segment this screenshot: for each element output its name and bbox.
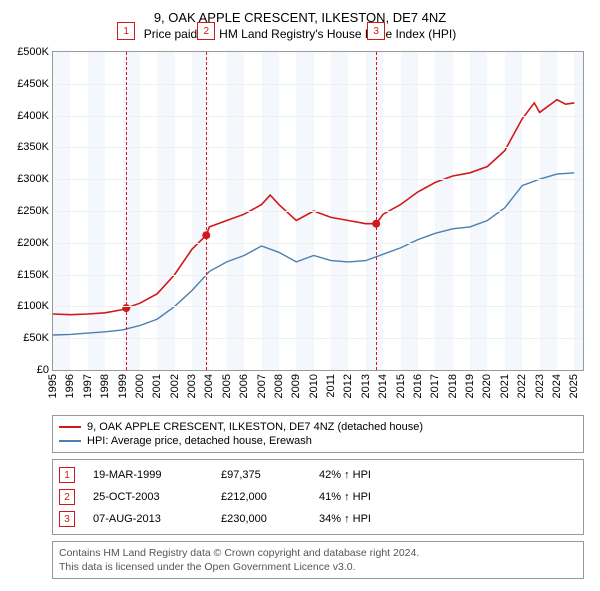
x-tick-label: 2023	[534, 374, 546, 398]
x-tick-label: 1995	[47, 374, 59, 398]
transaction-price: £212,000	[221, 491, 301, 503]
y-tick-label: £400K	[17, 110, 49, 122]
transaction-marker-box: 3	[367, 22, 385, 40]
x-tick-label: 2014	[377, 374, 389, 398]
x-tick-label: 2024	[551, 374, 563, 398]
transactions-box: 1 19-MAR-1999 £97,375 42% ↑ HPI 2 25-OCT-2003…	[52, 459, 584, 535]
x-tick-label: 2017	[429, 374, 441, 398]
x-tick-label: 2025	[568, 374, 580, 398]
attribution-footer: Contains HM Land Registry data © Crown c…	[52, 541, 584, 579]
x-tick-label: 2011	[325, 374, 337, 398]
transaction-date: 25-OCT-2003	[93, 491, 203, 503]
legend-item: 9, OAK APPLE CRESCENT, ILKESTON, DE7 4NZ…	[59, 420, 577, 434]
x-tick-label: 2016	[412, 374, 424, 398]
x-tick-label: 2009	[290, 374, 302, 398]
legend-swatch	[59, 440, 81, 442]
gridline	[53, 84, 583, 85]
gridline	[53, 116, 583, 117]
transaction-pct: 42% ↑ HPI	[319, 469, 399, 481]
x-tick-label: 2000	[134, 374, 146, 398]
x-tick-label: 2007	[256, 374, 268, 398]
legend-label: 9, OAK APPLE CRESCENT, ILKESTON, DE7 4NZ…	[87, 421, 423, 433]
y-tick-label: £350K	[17, 141, 49, 153]
x-tick-label: 2015	[395, 374, 407, 398]
x-tick-label: 2008	[273, 374, 285, 398]
y-tick-label: £100K	[17, 300, 49, 312]
x-tick-label: 2001	[151, 374, 163, 398]
transaction-marker-line	[126, 52, 127, 370]
legend-item: HPI: Average price, detached house, Erew…	[59, 434, 577, 448]
x-tick-label: 1997	[82, 374, 94, 398]
series-hpi	[53, 173, 574, 335]
y-tick-label: £300K	[17, 173, 49, 185]
transaction-row: 1 19-MAR-1999 £97,375 42% ↑ HPI	[59, 464, 577, 486]
y-tick-label: £50K	[23, 332, 49, 344]
x-tick-label: 2010	[308, 374, 320, 398]
y-tick-label: £500K	[17, 46, 49, 58]
x-tick-label: 2022	[516, 374, 528, 398]
x-tick-label: 2013	[360, 374, 372, 398]
x-tick-label: 1998	[99, 374, 111, 398]
legend-label: HPI: Average price, detached house, Erew…	[87, 435, 312, 447]
transaction-pct: 41% ↑ HPI	[319, 491, 399, 503]
x-tick-label: 2003	[186, 374, 198, 398]
transaction-marker-line	[376, 52, 377, 370]
x-tick-label: 2019	[464, 374, 476, 398]
y-tick-label: £200K	[17, 237, 49, 249]
gridline	[53, 275, 583, 276]
transaction-pct: 34% ↑ HPI	[319, 513, 399, 525]
footer-line: Contains HM Land Registry data © Crown c…	[59, 546, 577, 560]
x-tick-label: 2018	[447, 374, 459, 398]
transaction-date: 19-MAR-1999	[93, 469, 203, 481]
transaction-index: 3	[59, 511, 75, 527]
transaction-marker-box: 1	[117, 22, 135, 40]
chart-plot-area: £0£50K£100K£150K£200K£250K£300K£350K£400…	[52, 51, 584, 371]
gridline	[53, 179, 583, 180]
x-tick-label: 2005	[221, 374, 233, 398]
transaction-price: £97,375	[221, 469, 301, 481]
x-tick-label: 2004	[203, 374, 215, 398]
transaction-index: 1	[59, 467, 75, 483]
transaction-marker-line	[206, 52, 207, 370]
x-tick-label: 1996	[64, 374, 76, 398]
gridline	[53, 211, 583, 212]
gridline	[53, 243, 583, 244]
transaction-index: 2	[59, 489, 75, 505]
transaction-marker-box: 2	[197, 22, 215, 40]
gridline	[53, 147, 583, 148]
chart-title: 9, OAK APPLE CRESCENT, ILKESTON, DE7 4NZ	[8, 10, 592, 25]
legend-swatch	[59, 426, 81, 428]
x-tick-label: 1999	[117, 374, 129, 398]
series-property	[53, 100, 574, 315]
y-tick-label: £450K	[17, 78, 49, 90]
x-tick-label: 2012	[342, 374, 354, 398]
chart-subtitle: Price paid vs. HM Land Registry's House …	[8, 27, 592, 41]
x-tick-label: 2002	[169, 374, 181, 398]
x-tick-label: 2020	[481, 374, 493, 398]
x-tick-label: 2021	[499, 374, 511, 398]
transaction-row: 3 07-AUG-2013 £230,000 34% ↑ HPI	[59, 508, 577, 530]
transaction-row: 2 25-OCT-2003 £212,000 41% ↑ HPI	[59, 486, 577, 508]
x-tick-label: 2006	[238, 374, 250, 398]
gridline	[53, 338, 583, 339]
transaction-price: £230,000	[221, 513, 301, 525]
legend-box: 9, OAK APPLE CRESCENT, ILKESTON, DE7 4NZ…	[52, 415, 584, 453]
y-tick-label: £150K	[17, 269, 49, 281]
footer-line: This data is licensed under the Open Gov…	[59, 560, 577, 574]
gridline	[53, 306, 583, 307]
transaction-date: 07-AUG-2013	[93, 513, 203, 525]
y-tick-label: £250K	[17, 205, 49, 217]
